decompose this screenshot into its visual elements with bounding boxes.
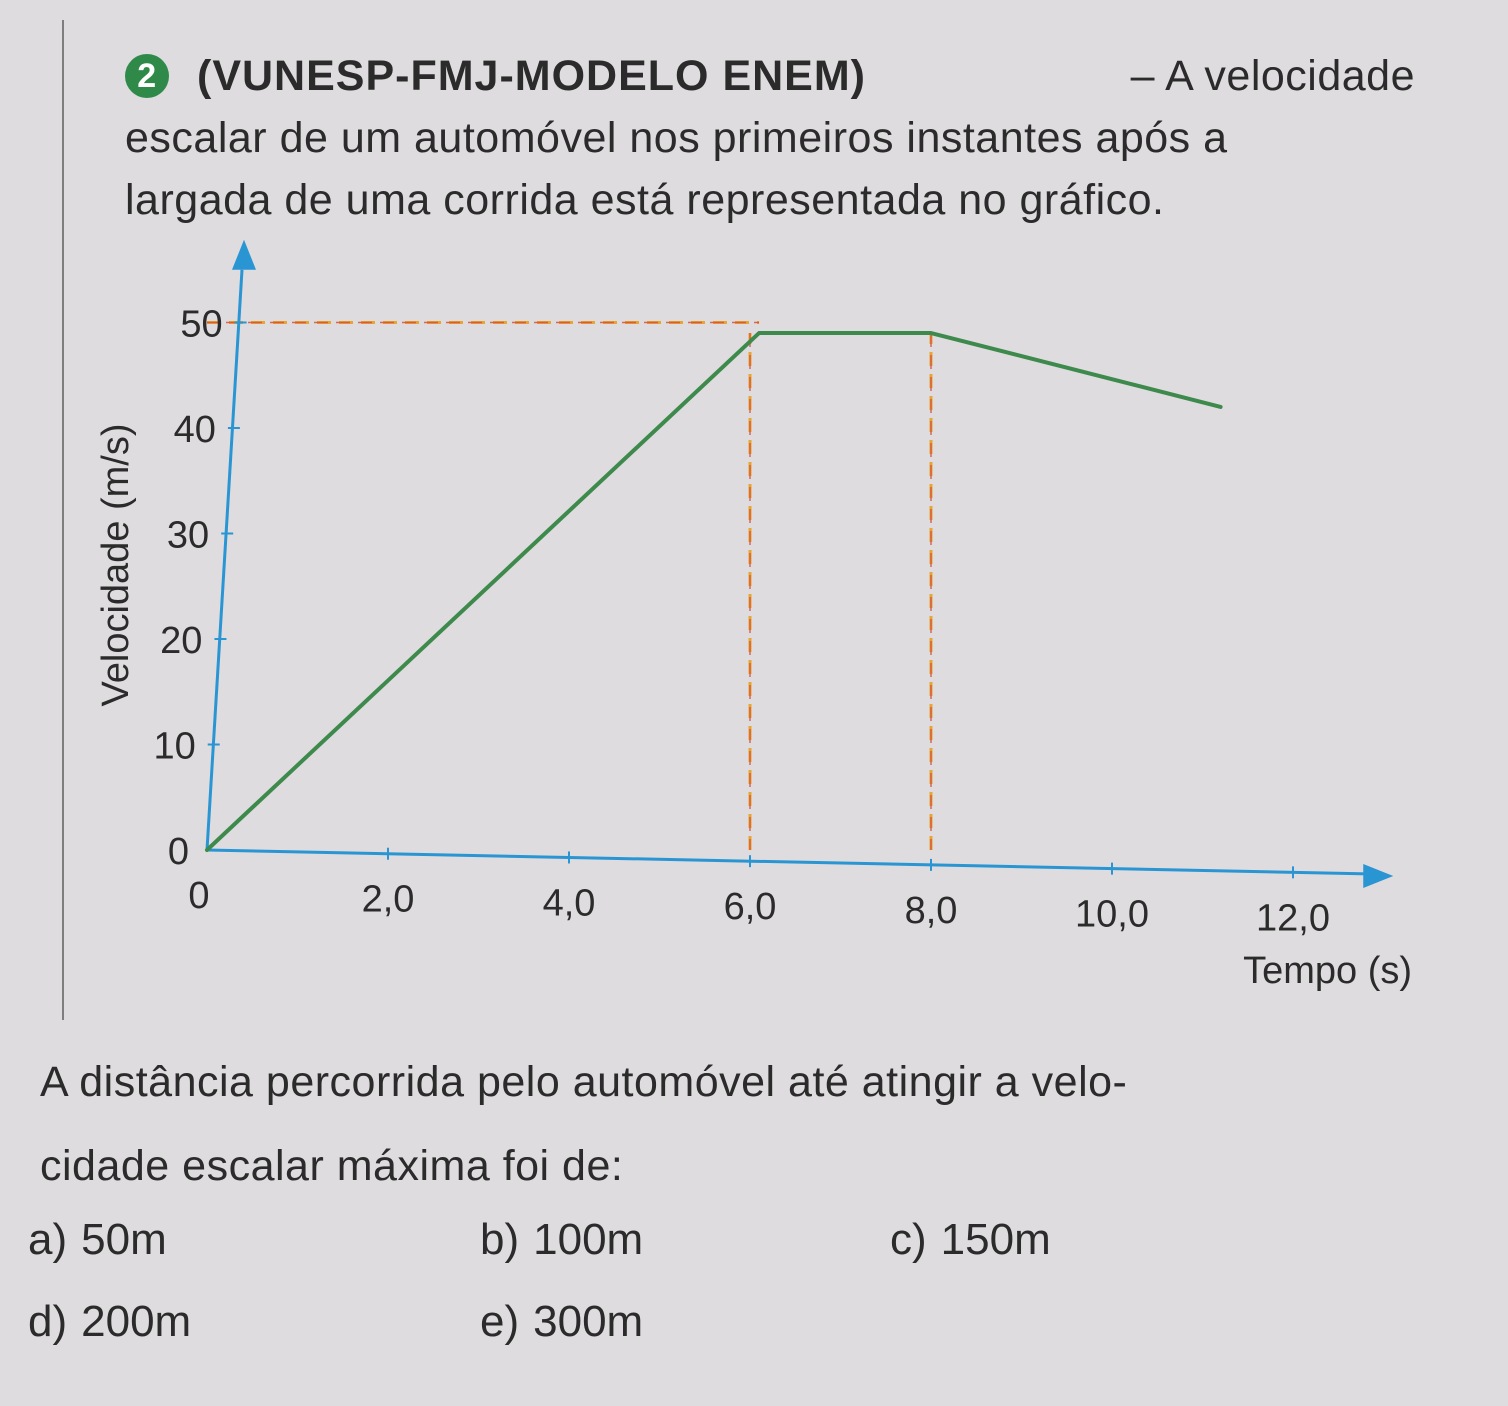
option-b[interactable]: b) 100m [480,1215,643,1265]
x-axis-label: Tempo (s) [1243,950,1412,992]
velocity-time-chart: 0 2,0 4,0 6,0 8,0 10,0 12,0 0 10 20 30 40 50 Tempo (s… [95,239,1412,993]
x-tick-label: 12,0 [1256,897,1330,939]
chart-series [205,331,1223,852]
chart-labels: 0 2,0 4,0 6,0 8,0 10,0 12,0 0 10 20 30 40 50 Tempo (s… [95,304,1412,993]
y-axis-line [205,269,244,851]
question-line-1-rest: – A velocidade [1130,52,1415,100]
option-text: 100m [533,1215,644,1264]
x-tick-label: 4,0 [543,882,596,924]
x-tick-label: 0 [188,875,209,917]
question-source: (VUNESP-FMJ-MODELO ENEM) [197,52,866,100]
question-line-1: 2 (VUNESP-FMJ-MODELO ENEM) – A velocidad… [125,45,1415,107]
question-line-3: largada de uma corrida está representada… [125,176,1165,224]
x-axis-line [206,848,1374,876]
prompt-line-1: A distância percorrida pelo automóvel at… [40,1058,1128,1106]
question-header: 2 (VUNESP-FMJ-MODELO ENEM) [125,45,866,107]
y-tick-label: 10 [153,726,195,768]
x-axis-arrow-icon [1363,864,1394,888]
option-e[interactable]: e) 300m [480,1297,643,1347]
option-letter: c) [890,1215,927,1264]
series-line [205,331,1223,852]
option-text: 300m [533,1297,644,1346]
option-letter: b) [480,1215,520,1264]
option-a[interactable]: a) 50m [28,1215,167,1265]
option-text: 200m [81,1297,192,1346]
chart-axes [205,239,1394,888]
question-line-2: escalar de um automóvel nos primeiros in… [125,114,1228,162]
option-letter: e) [480,1297,520,1346]
chart-guides [207,321,933,850]
y-tick-label: 40 [174,409,216,451]
x-tick-label: 2,0 [362,879,415,921]
y-tick-label: 50 [180,304,222,346]
y-tick-label: 30 [167,515,209,557]
option-c[interactable]: c) 150m [890,1215,1051,1265]
option-text: 150m [940,1215,1051,1264]
answer-options: a) 50m b) 100m c) 150m d) 200m e) 300m [28,1215,1468,1395]
option-text: 50m [81,1215,167,1264]
x-tick-label: 10,0 [1075,894,1149,936]
prompt-line-2: cidade escalar máxima foi de: [40,1142,624,1190]
y-axis-label: Velocidade (m/s) [95,423,137,706]
option-letter: a) [28,1215,68,1264]
option-d[interactable]: d) 200m [28,1297,191,1347]
x-tick-label: 6,0 [724,886,777,928]
option-letter: d) [28,1297,68,1346]
page-margin-line [62,20,64,1020]
question-number-badge: 2 [125,54,169,98]
question-prompt: A distância percorrida pelo automóvel at… [40,1040,1480,1208]
y-axis-arrow-icon [232,239,256,270]
y-tick-label: 0 [168,831,189,873]
y-tick-label: 20 [160,620,202,662]
question-statement: 2 (VUNESP-FMJ-MODELO ENEM) – A velocidad… [125,45,1415,231]
x-tick-label: 8,0 [905,890,958,932]
